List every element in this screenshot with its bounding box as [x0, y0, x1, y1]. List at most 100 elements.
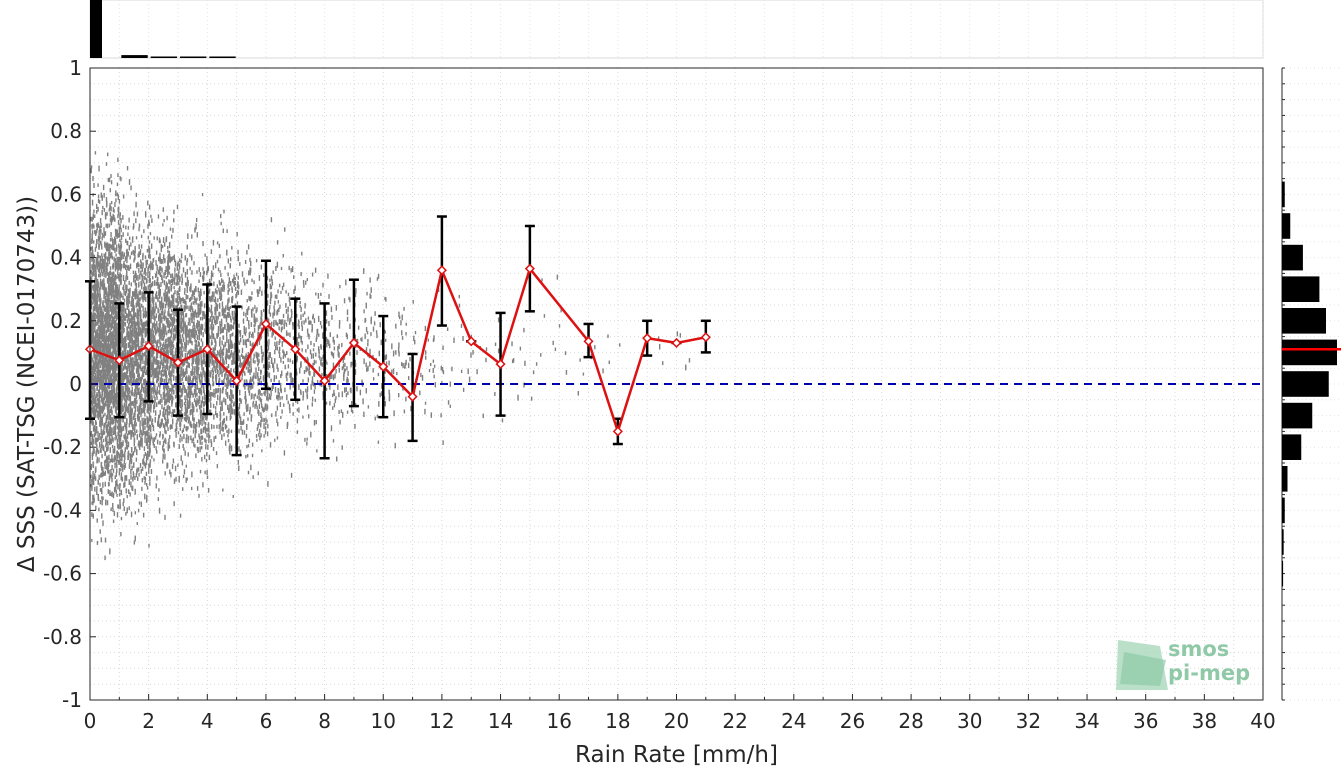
scatter-point — [166, 348, 168, 354]
scatter-point — [139, 354, 142, 360]
scatter-point — [145, 441, 148, 446]
scatter-point — [110, 469, 112, 475]
scatter-point — [171, 385, 174, 390]
scatter-point — [127, 226, 130, 230]
scatter-point — [149, 359, 151, 365]
scatter-point — [115, 401, 117, 406]
scatter-point — [120, 399, 122, 405]
scatter-point — [121, 400, 123, 405]
scatter-point — [164, 471, 166, 476]
scatter-point — [138, 373, 140, 378]
scatter-point — [146, 437, 148, 443]
scatter-point — [102, 324, 105, 329]
scatter-point — [104, 459, 107, 464]
scatter-point — [173, 218, 175, 223]
scatter-point — [101, 253, 103, 257]
scatter-point — [138, 251, 140, 257]
scatter-point — [197, 326, 199, 331]
scatter-point — [136, 476, 139, 481]
scatter-point — [97, 479, 99, 485]
scatter-point — [135, 377, 138, 382]
scatter-point — [150, 362, 152, 368]
scatter-point — [129, 429, 131, 435]
scatter-point — [142, 459, 144, 465]
scatter-point — [106, 261, 108, 267]
scatter-point — [116, 512, 119, 518]
scatter-point — [100, 354, 102, 358]
scatter-point — [172, 384, 175, 388]
scatter-point — [162, 361, 165, 367]
scatter-point — [102, 520, 104, 526]
scatter-point — [131, 446, 133, 453]
scatter-point — [167, 442, 169, 447]
scatter-point — [199, 420, 201, 425]
scatter-point — [205, 444, 207, 450]
scatter-point — [90, 299, 93, 305]
scatter-point — [108, 344, 110, 350]
scatter-point — [173, 315, 175, 319]
scatter-point — [91, 237, 93, 241]
scatter-point — [94, 398, 96, 404]
scatter-point — [110, 219, 113, 223]
scatter-point — [166, 414, 169, 419]
scatter-point — [92, 319, 94, 326]
scatter-point — [102, 322, 104, 326]
scatter-point — [167, 386, 170, 390]
scatter-point — [137, 294, 139, 299]
scatter-point — [108, 412, 110, 418]
scatter-point — [134, 388, 136, 395]
scatter-point — [124, 348, 127, 355]
scatter-point — [97, 222, 99, 228]
scatter-point — [171, 350, 173, 356]
scatter-point — [149, 461, 151, 468]
scatter-point — [121, 373, 123, 378]
scatter-point — [152, 441, 155, 446]
scatter-point — [143, 322, 145, 327]
scatter-point — [99, 419, 101, 425]
scatter-point — [140, 367, 143, 372]
scatter-point — [181, 277, 184, 284]
scatter-point — [167, 245, 169, 250]
scatter-point — [109, 361, 111, 367]
scatter-point — [172, 276, 174, 282]
scatter-point — [159, 257, 161, 264]
scatter-point — [108, 298, 111, 303]
scatter-point — [113, 414, 115, 420]
scatter-point — [102, 444, 104, 451]
scatter-point — [180, 377, 182, 384]
scatter-point — [147, 453, 149, 460]
scatter-point — [161, 336, 163, 341]
scatter-point — [109, 548, 111, 555]
scatter-point — [99, 391, 101, 396]
scatter-point — [137, 388, 140, 392]
scatter-point — [175, 404, 177, 408]
scatter-point — [116, 426, 119, 430]
scatter-point — [170, 387, 172, 392]
scatter-point — [113, 428, 115, 435]
scatter-point — [143, 446, 146, 452]
scatter-point — [140, 234, 143, 239]
scatter-point — [120, 463, 123, 468]
scatter-point — [170, 284, 172, 291]
scatter-point — [164, 296, 167, 302]
scatter-point — [118, 245, 121, 249]
scatter-point — [130, 377, 133, 381]
scatter-point — [116, 386, 118, 391]
scatter-point — [106, 308, 109, 314]
scatter-point — [104, 307, 107, 313]
scatter-point — [122, 353, 124, 359]
scatter-point — [121, 311, 123, 317]
scatter-point — [175, 354, 177, 360]
scatter-point — [189, 266, 191, 271]
scatter-point — [104, 376, 107, 381]
scatter-point — [132, 401, 134, 407]
scatter-point — [111, 410, 113, 416]
scatter-point — [169, 259, 171, 264]
scatter-point — [119, 483, 121, 487]
scatter-point — [105, 499, 107, 506]
scatter-point — [105, 444, 107, 448]
scatter-point — [198, 279, 200, 283]
scatter-point — [192, 437, 195, 442]
scatter-point — [166, 293, 169, 299]
scatter-point — [176, 290, 178, 295]
